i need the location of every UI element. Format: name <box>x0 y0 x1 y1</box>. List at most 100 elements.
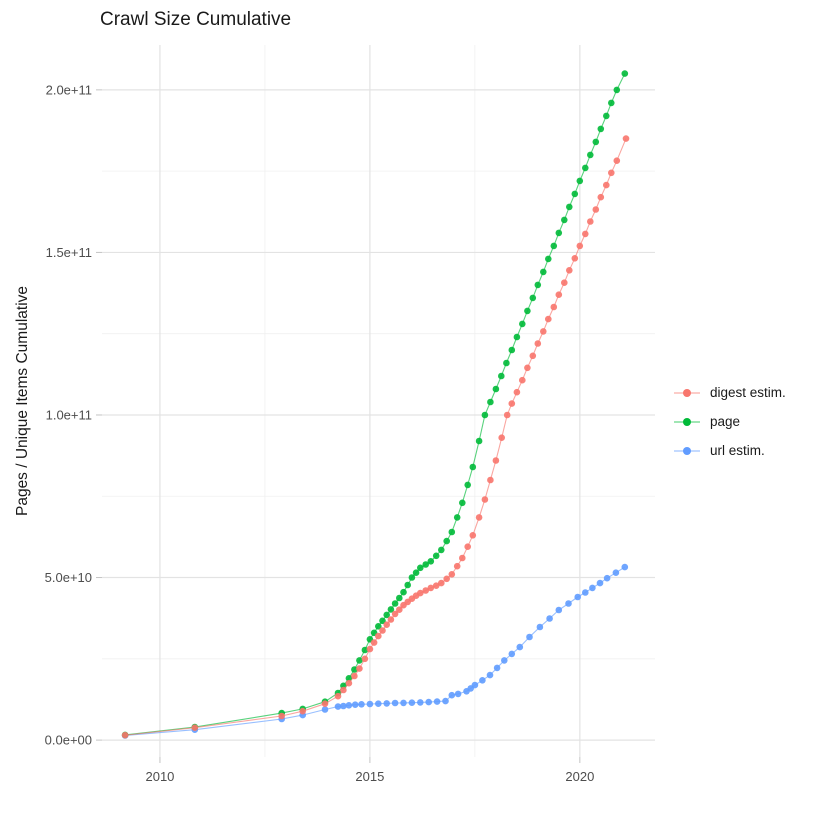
data-point <box>375 700 382 707</box>
data-point <box>375 632 382 640</box>
y-tick-label: 1.0e+11 <box>46 407 92 422</box>
legend-key-dot <box>683 417 691 426</box>
data-point <box>422 561 430 568</box>
data-point <box>443 575 451 583</box>
data-point <box>555 291 563 299</box>
data-point <box>587 218 594 225</box>
chart-title: Crawl Size Cumulative <box>100 9 292 30</box>
data-point <box>448 691 456 699</box>
data-point <box>503 411 511 419</box>
data-point <box>432 582 440 589</box>
data-point <box>545 255 552 263</box>
data-point <box>379 617 386 625</box>
data-point <box>400 588 407 596</box>
data-point <box>603 574 611 582</box>
data-point <box>481 411 489 419</box>
legend-label: digest estim. <box>710 385 786 400</box>
data-point <box>540 268 547 276</box>
legend-key-page-icon <box>674 417 700 426</box>
data-point <box>400 699 407 707</box>
data-point <box>191 724 199 731</box>
x-tick-label: 2020 <box>565 769 594 784</box>
data-point <box>487 398 494 406</box>
data-point <box>417 699 424 706</box>
data-point <box>612 569 620 576</box>
data-point <box>566 267 573 274</box>
data-point <box>427 584 435 592</box>
series-url-estim <box>121 563 629 739</box>
data-point <box>492 457 500 464</box>
data-point <box>561 216 568 224</box>
data-point <box>361 646 369 654</box>
data-point <box>498 372 505 380</box>
data-point <box>492 385 500 393</box>
data-point <box>574 593 581 601</box>
data-point <box>453 514 461 521</box>
data-point <box>529 294 537 302</box>
legend: digest estim. page url estim. <box>672 378 786 465</box>
data-point <box>540 328 547 335</box>
data-point <box>422 587 430 594</box>
y-tick-label: 2.0e+11 <box>46 82 92 97</box>
data-point <box>608 169 615 177</box>
data-point <box>356 657 363 664</box>
data-point <box>529 352 537 360</box>
data-point <box>453 562 461 570</box>
data-point <box>358 701 365 708</box>
data-point <box>464 543 472 550</box>
data-point <box>519 376 526 384</box>
data-point <box>427 558 435 565</box>
data-point <box>334 692 342 700</box>
legend-item-digest-estim: digest estim. <box>672 378 786 407</box>
data-point <box>546 615 553 622</box>
data-point <box>555 606 563 614</box>
series-line <box>125 566 626 737</box>
data-point <box>613 157 621 164</box>
data-point <box>621 70 629 77</box>
data-point <box>576 242 584 250</box>
data-point <box>596 579 604 587</box>
data-point <box>516 643 524 651</box>
data-point <box>387 606 395 613</box>
data-point <box>534 340 542 347</box>
data-point <box>391 610 399 618</box>
legend-key-digest-estim-icon <box>674 388 700 397</box>
x-tick-label: 2015 <box>355 769 384 784</box>
data-point <box>597 193 605 201</box>
data-point <box>442 697 449 705</box>
data-point <box>366 700 374 708</box>
x-tick-label: 2010 <box>145 769 174 784</box>
data-point <box>383 621 391 628</box>
data-point <box>571 254 579 262</box>
legend-key-dot <box>683 446 691 455</box>
data-point <box>501 657 508 664</box>
data-point <box>438 546 445 554</box>
legend-label: url estim. <box>710 443 765 458</box>
data-point <box>603 181 610 189</box>
data-point <box>321 700 329 707</box>
data-point <box>425 698 433 706</box>
data-point <box>571 190 579 198</box>
y-tick-label: 0.0e+00 <box>45 733 92 748</box>
data-point <box>486 671 494 679</box>
data-point <box>469 463 477 471</box>
data-point <box>592 206 600 213</box>
data-point <box>345 675 353 682</box>
data-point <box>464 481 472 489</box>
data-point <box>513 333 521 341</box>
data-point <box>340 702 347 710</box>
data-point <box>278 712 286 720</box>
data-point <box>387 616 395 623</box>
data-point <box>417 589 424 597</box>
data-point <box>561 279 568 287</box>
data-point <box>519 320 526 328</box>
data-point <box>375 623 382 630</box>
data-point <box>334 703 342 710</box>
legend-key-dot <box>683 388 691 397</box>
data-point <box>469 532 477 539</box>
data-point <box>379 627 386 634</box>
legend-key-url-estim-icon <box>674 446 700 455</box>
data-point <box>370 639 378 646</box>
